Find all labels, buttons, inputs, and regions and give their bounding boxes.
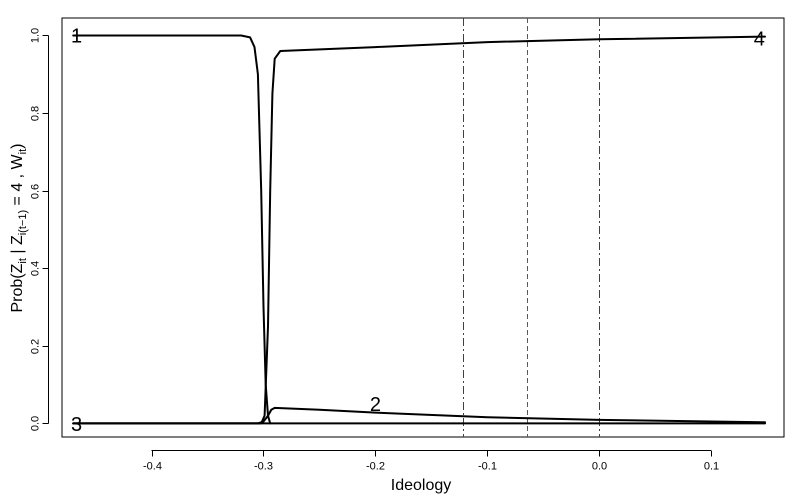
y-axis-title-sub-3: it (17, 149, 29, 155)
y-tick-label: 0.6 (30, 184, 42, 199)
x-tick-label: -0.2 (366, 461, 385, 473)
y-axis-title-sub-1: it (17, 258, 29, 264)
x-axis: -0.4 -0.3 -0.2 -0.1 0.0 0.1 (143, 450, 719, 473)
x-tick-label: -0.3 (254, 461, 273, 473)
y-tick-label: 0.2 (30, 339, 42, 354)
curve-label-2: 2 (370, 394, 381, 416)
y-axis-title-mid: | Z (9, 235, 26, 258)
reference-lines (463, 18, 600, 437)
series-line-2 (72, 406, 766, 425)
x-tick-label: 0.1 (704, 461, 719, 473)
x-tick-label: -0.1 (478, 461, 497, 473)
curve-label-3: 3 (71, 414, 82, 436)
series-line-1 (72, 34, 272, 425)
series-line-4 (72, 35, 766, 425)
y-tick-label: 0.0 (30, 416, 42, 431)
y-axis-title: Prob(Zit | Zi(t−1) = 4 , Wit) (9, 143, 29, 312)
y-tick-label: 0.4 (30, 261, 42, 276)
x-axis-title: Ideology (391, 477, 452, 494)
y-axis-title-suffix: ) (9, 143, 26, 148)
plot-frame (61, 17, 785, 438)
x-tick-label: -0.4 (143, 461, 162, 473)
y-axis-title-mid-2: = 4 , W (9, 153, 26, 209)
series-group (72, 34, 766, 425)
curve-label-1: 1 (71, 25, 82, 47)
x-tick-label: 0.0 (592, 461, 607, 473)
y-axis-title-prefix: Prob(Z (9, 263, 26, 312)
y-axis-title-sub-2: i(t−1) (17, 210, 29, 235)
y-axis: 0.0 0.2 0.4 0.6 0.8 1.0 (30, 28, 49, 431)
y-tick-label: 0.8 (30, 106, 42, 121)
y-tick-label: 1.0 (30, 28, 42, 43)
curve-label-4: 4 (754, 29, 765, 51)
curve-labels: 1 2 3 4 (71, 25, 765, 436)
